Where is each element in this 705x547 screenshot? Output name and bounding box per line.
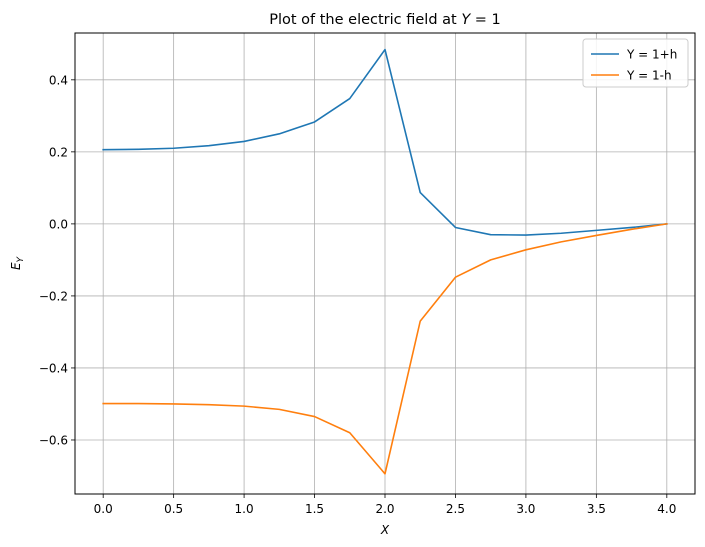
x-tick-label: 2.5 <box>446 502 465 516</box>
legend: Y = 1+h Y = 1-h <box>582 38 689 88</box>
x-tick-label: 4.0 <box>657 502 676 516</box>
legend-label: Y = 1+h <box>626 48 677 62</box>
x-tick-label: 1.5 <box>305 502 324 516</box>
grid <box>75 33 695 494</box>
y-tick-label: −0.6 <box>39 433 68 447</box>
x-tick-label: 3.5 <box>587 502 606 516</box>
ticks: 0.0 0.5 1.0 1.5 2.0 2.5 3.0 3.5 4.0 −0.6 −0.4 −0.2 0… <box>39 73 677 516</box>
series-line <box>102 222 668 475</box>
x-axis-label: X <box>380 523 390 537</box>
x-tick-label: 1.0 <box>235 502 254 516</box>
y-tick-label: 0.2 <box>49 145 68 159</box>
legend-label: Y = 1-h <box>626 69 672 83</box>
x-tick-label: 0.5 <box>164 502 183 516</box>
y-tick-label: −0.4 <box>39 361 68 375</box>
y-tick-label: 0.4 <box>49 73 68 87</box>
y-tick-label: −0.2 <box>39 289 68 303</box>
series-lines <box>102 48 668 475</box>
x-tick-label: 0.0 <box>94 502 113 516</box>
y-axis-label: EY <box>9 255 26 270</box>
y-tick-label: 0.0 <box>49 217 68 231</box>
x-tick-label: 3.0 <box>516 502 535 516</box>
series-line <box>102 48 668 236</box>
chart-title: Plot of the electric field at Y = 1 <box>269 12 501 28</box>
x-tick-label: 2.0 <box>375 502 394 516</box>
